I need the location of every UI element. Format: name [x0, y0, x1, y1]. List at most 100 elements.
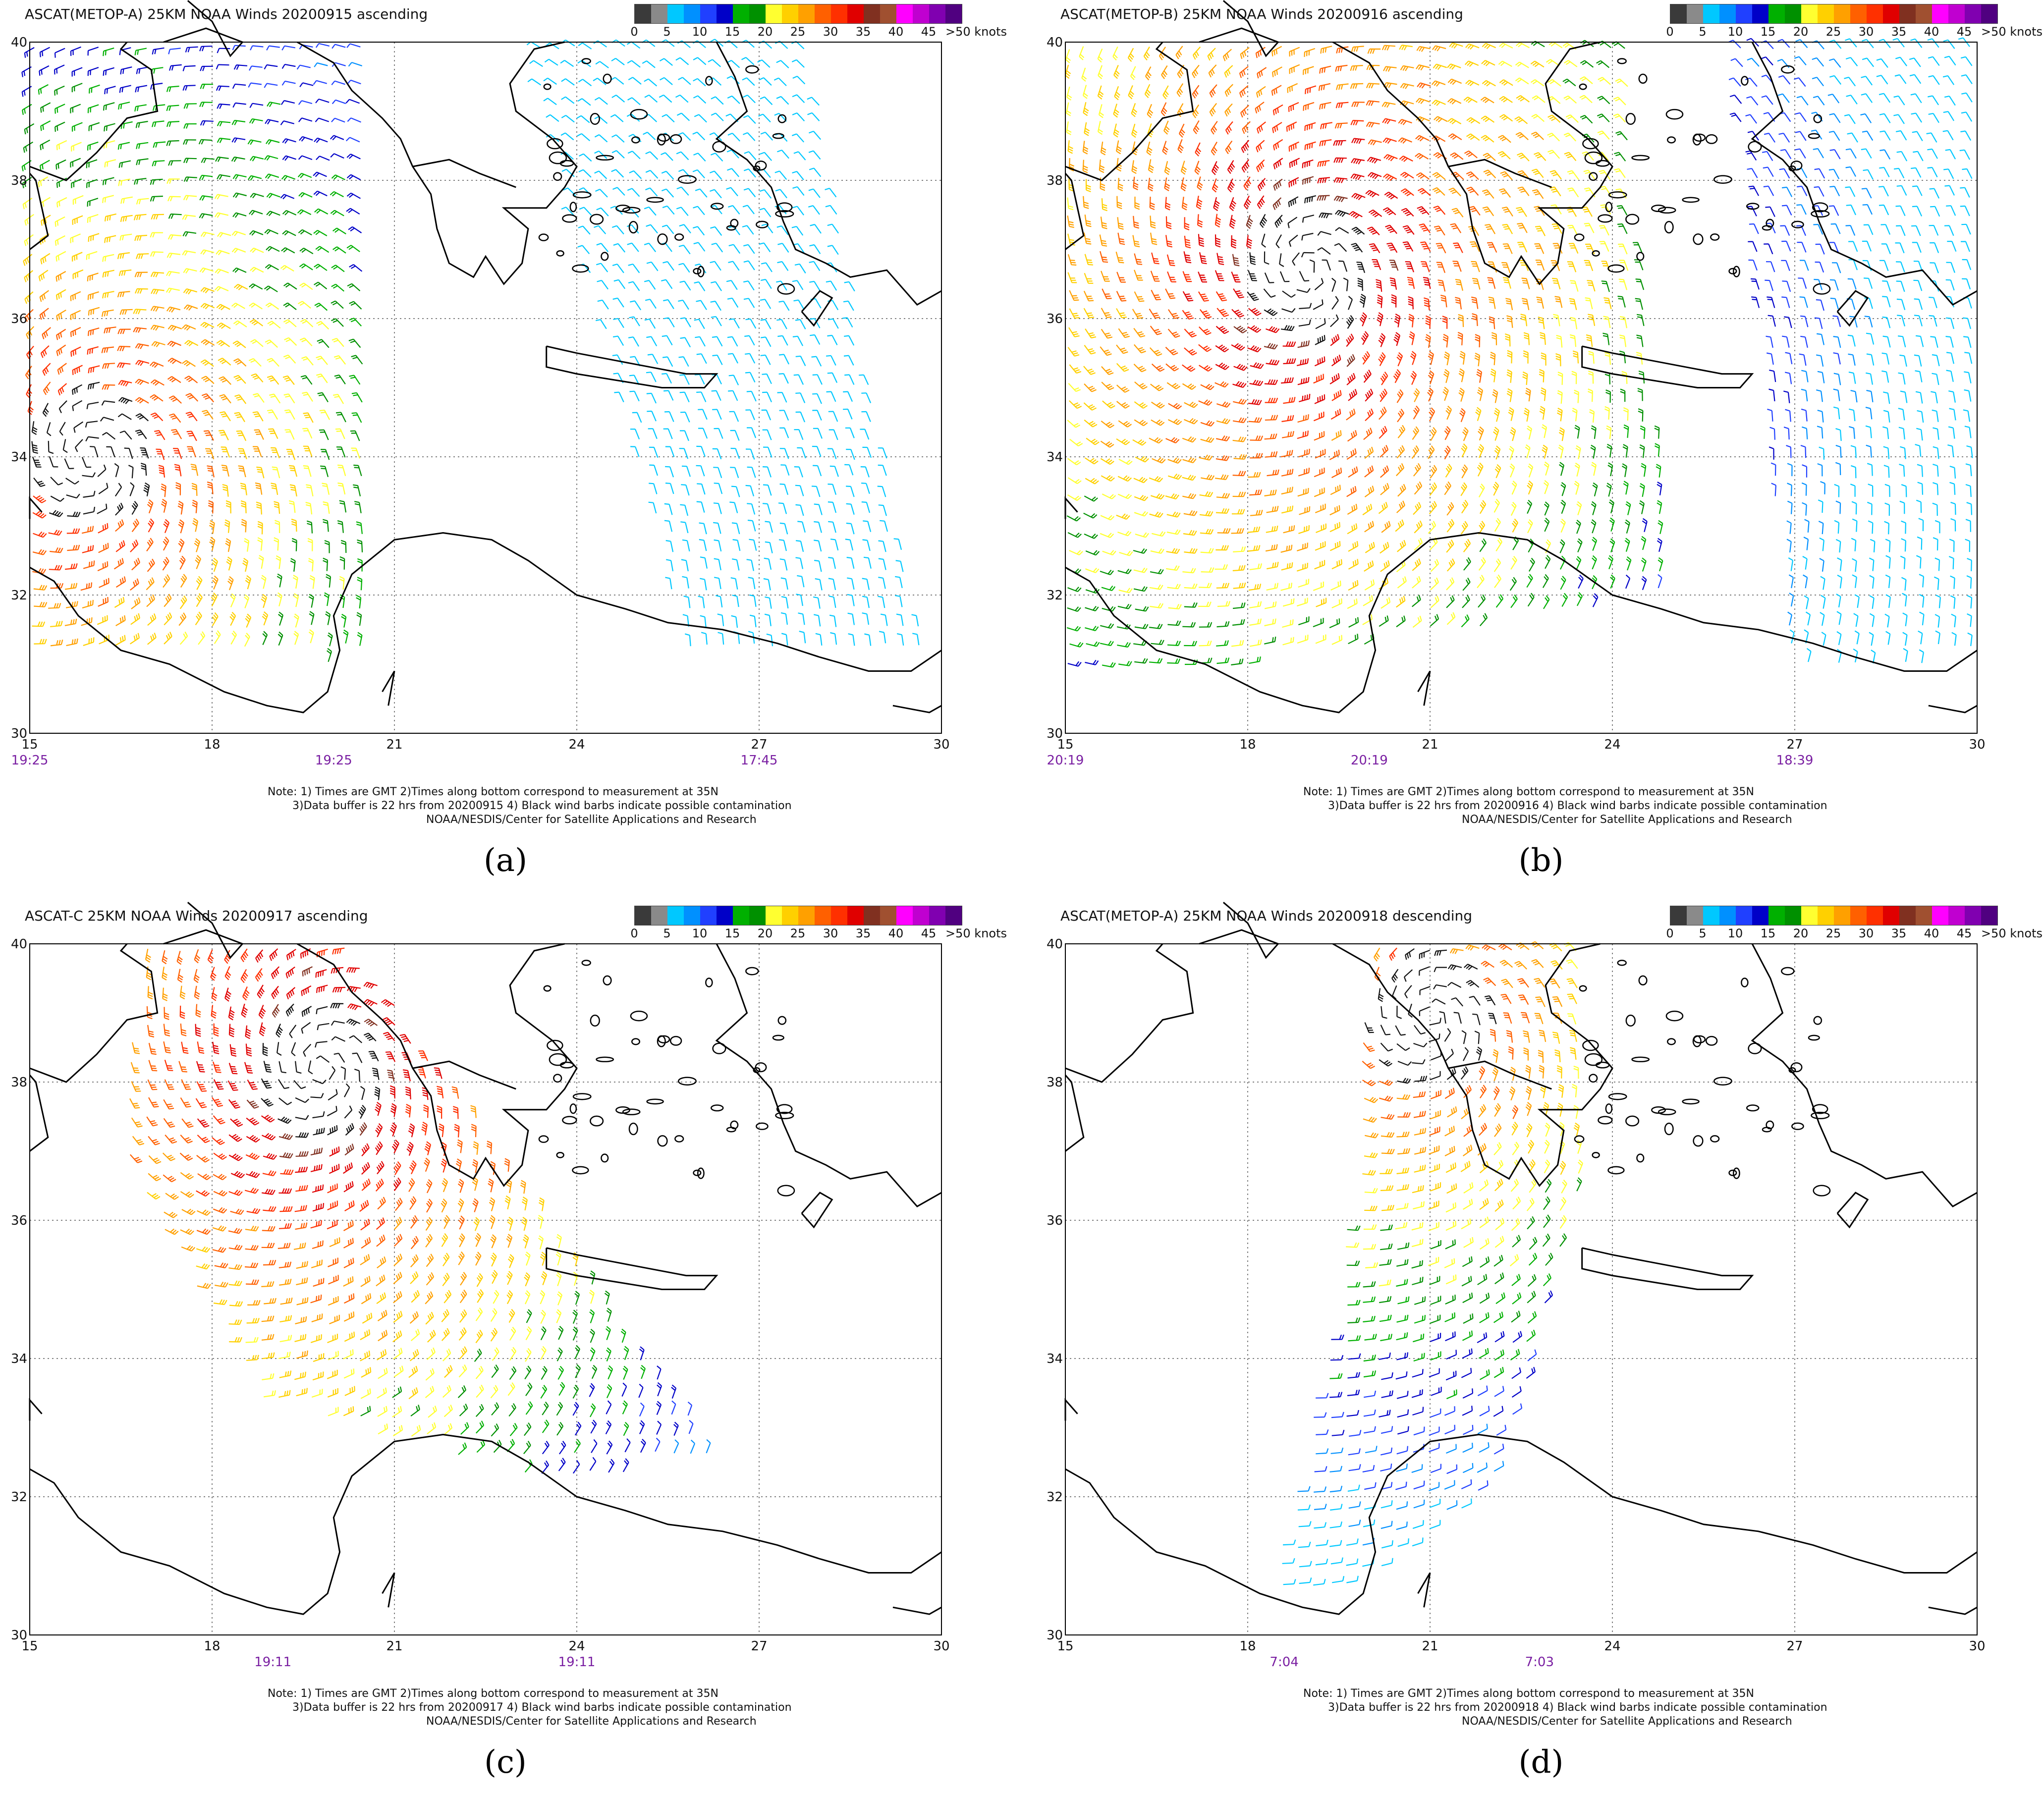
wind-barb: [1781, 296, 1790, 308]
wind-barb: [1490, 1029, 1496, 1042]
wind-barb: [1479, 1369, 1490, 1380]
wind-barb: [1363, 1315, 1376, 1323]
wind-barb: [1281, 505, 1294, 514]
wind-barb: [1271, 66, 1282, 77]
wind-barb: [1543, 1196, 1550, 1210]
wind-barb: [1466, 133, 1480, 141]
wind-barb: [1477, 1274, 1488, 1285]
wind-barb: [1784, 372, 1792, 384]
wind-barb: [98, 543, 109, 553]
wind-barb: [232, 174, 247, 180]
wind-barb: [659, 94, 672, 103]
wind-barb: [167, 234, 182, 240]
wind-barb: [344, 1105, 353, 1119]
wind-barb: [1298, 393, 1311, 402]
wind-barb: [278, 1133, 293, 1140]
wind-barb: [1297, 635, 1309, 644]
wind-barb: [50, 583, 64, 589]
wind-barb: [1803, 537, 1809, 550]
wind-barb: [1885, 631, 1891, 645]
wind-barb: [708, 77, 722, 86]
wind-barb: [1161, 65, 1168, 79]
wind-barb: [167, 325, 182, 331]
wind-barb: [1445, 1239, 1456, 1250]
wind-barb: [1566, 959, 1578, 969]
island: [658, 1035, 670, 1044]
wind-barb: [1069, 400, 1082, 409]
coastline-italy: [29, 42, 159, 181]
wind-barb: [1828, 131, 1840, 141]
wind-barb: [1286, 121, 1297, 132]
wind-barb: [1462, 1463, 1474, 1473]
wind-barb: [1296, 543, 1308, 551]
wind-barb: [1331, 296, 1339, 310]
wind-barb: [911, 614, 919, 627]
wind-barb: [506, 1234, 513, 1248]
wind-barb: [1379, 1410, 1391, 1417]
wind-barb: [299, 337, 313, 346]
wind-barb: [1961, 111, 1973, 122]
wind-barb: [98, 483, 109, 494]
wind-barb: [199, 195, 213, 201]
longitude-label: 24: [568, 737, 585, 752]
wind-barb: [657, 1365, 662, 1380]
wind-barb: [1465, 944, 1480, 951]
wind-barb: [912, 633, 920, 646]
wind-barb: [296, 1388, 308, 1397]
wind-barb: [168, 413, 181, 423]
wind-barb: [1431, 1386, 1442, 1396]
wind-barb: [489, 1197, 496, 1211]
wind-barb: [1898, 335, 1906, 347]
wind-barb: [1566, 978, 1578, 988]
wind-barb: [644, 206, 657, 216]
wind-barb: [1728, 77, 1741, 87]
wind-barb: [86, 179, 98, 188]
wind-barb: [1847, 132, 1858, 143]
wind-barb: [1118, 588, 1133, 594]
wind-barb: [1225, 121, 1233, 135]
wind-barb: [247, 175, 262, 181]
wind-barb: [1463, 539, 1471, 552]
wind-barb: [1302, 159, 1314, 168]
wind-barb: [331, 174, 345, 180]
coastline-turkey: [715, 943, 942, 1208]
wind-barb: [1069, 308, 1080, 319]
wind-barb: [1395, 1025, 1406, 1036]
wind-barb: [781, 633, 788, 646]
wind-barb: [146, 1006, 153, 1020]
wind-barb: [1177, 139, 1184, 154]
wind-barb: [308, 594, 314, 608]
wind-barb: [409, 1196, 417, 1210]
wind-barb: [136, 158, 149, 165]
island: [755, 1062, 767, 1073]
wind-barb: [124, 447, 133, 459]
wind-barb: [808, 205, 820, 215]
wind-barb: [673, 1439, 679, 1454]
wind-barb: [360, 1218, 370, 1231]
wind-barb: [861, 392, 872, 403]
wind-barb: [1562, 78, 1576, 87]
wind-barb: [64, 583, 78, 590]
wind-barb: [346, 192, 361, 199]
wind-barb: [1215, 326, 1229, 334]
wind-barb: [1359, 293, 1366, 308]
wind-barb: [1182, 291, 1194, 302]
wind-barb: [1480, 97, 1494, 104]
coastline-sicily: [29, 1075, 49, 1152]
wind-barb: [574, 1421, 582, 1436]
wind-barb: [759, 189, 772, 199]
latitude-label: 32: [11, 588, 28, 603]
wind-barb: [1960, 241, 1971, 252]
wind-barb: [643, 131, 656, 140]
wind-barb: [346, 1018, 361, 1026]
wind-barb: [1567, 224, 1578, 235]
wind-barb: [1331, 430, 1342, 441]
wind-barb: [1609, 517, 1615, 532]
wind-barb: [1315, 503, 1326, 513]
wind-barb: [1563, 132, 1577, 142]
latitude-label: 32: [1047, 1490, 1063, 1505]
island: [631, 136, 640, 144]
wind-barb: [792, 280, 804, 290]
wind-barb: [245, 613, 252, 628]
wind-barb: [293, 1242, 306, 1250]
